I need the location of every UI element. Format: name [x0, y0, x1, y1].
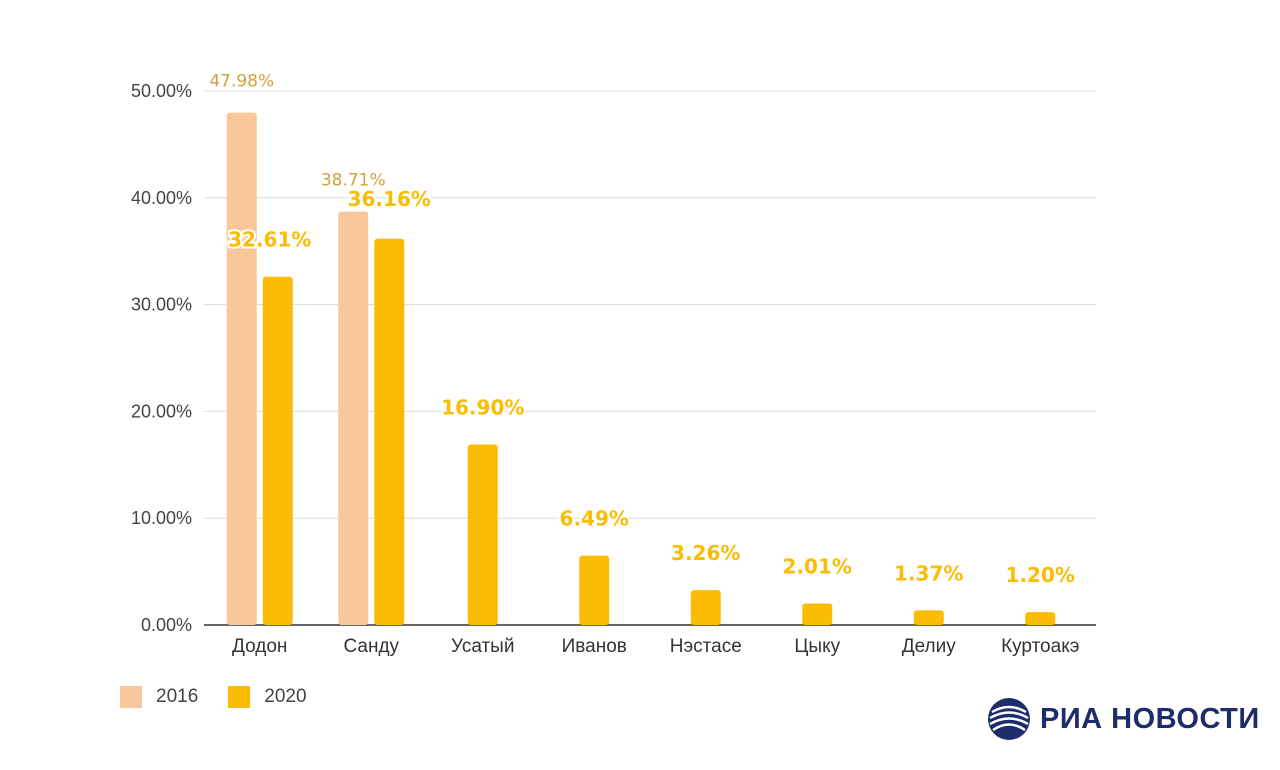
bar-chart: 0.00% 10.00% 20.00% 30.00% 40.00% 50.00% 47.9… — [131, 72, 1096, 657]
data-label-2020: 32.61% — [228, 228, 311, 252]
legend-swatch-2020 — [228, 686, 251, 708]
legend: 2016 2020 — [120, 686, 307, 708]
bar-2020[interactable] — [913, 610, 944, 625]
bar-2020[interactable] — [802, 603, 833, 625]
x-category-label: Делиу — [902, 636, 957, 657]
bar-2020[interactable] — [579, 555, 610, 625]
data-label-2016: 38.71% — [321, 171, 386, 191]
x-category-label: Цыку — [794, 636, 840, 657]
y-tick-label: 20.00% — [131, 401, 192, 421]
bars — [226, 112, 1056, 625]
bar-2020[interactable] — [467, 444, 498, 625]
ria-novosti-logo: РИА НОВОСТИ — [986, 696, 1260, 742]
legend-item-2020[interactable]: 2020 — [228, 686, 307, 708]
data-label-2016: 47.98% — [209, 72, 274, 92]
data-label-2020: 6.49% — [560, 507, 629, 531]
legend-item-2016[interactable]: 2016 — [120, 686, 198, 708]
bar-2016[interactable] — [338, 211, 369, 625]
legend-swatch-2016 — [120, 686, 142, 708]
data-label-2020: 16.90% — [441, 396, 524, 420]
y-tick-label: 30.00% — [131, 295, 192, 315]
x-category-label: Санду — [343, 636, 399, 657]
x-category-label: Иванов — [562, 636, 627, 657]
bar-2020[interactable] — [262, 276, 293, 625]
data-labels: 47.98% 32.61% 38.71%36.16% 16.90% 6.49% 3.26%… — [209, 72, 1077, 590]
globe-icon — [988, 698, 1030, 740]
data-label-2020: 3.26% — [671, 541, 740, 565]
bar-2020[interactable] — [374, 238, 405, 625]
y-tick-label: 50.00% — [131, 81, 192, 101]
logo-text: РИА НОВОСТИ — [1040, 702, 1260, 735]
y-tick-label: 10.00% — [131, 508, 192, 528]
bar-2020[interactable] — [690, 590, 721, 625]
x-axis-categories: Додон Санду Усатый Иванов Нэстасе Цыку Делиу Ку… — [232, 636, 1079, 657]
data-label-2020: 1.20% — [1006, 563, 1075, 587]
data-label-2020: 2.01% — [783, 555, 852, 579]
bar-2016[interactable] — [226, 112, 257, 625]
y-axis-ticks: 0.00% 10.00% 20.00% 30.00% 40.00% 50.00% — [131, 81, 192, 635]
bar-2020[interactable] — [1025, 612, 1056, 625]
x-category-label: Нэстасе — [670, 636, 742, 657]
legend-label-2020: 2020 — [264, 686, 307, 707]
x-category-label: Усатый — [451, 636, 514, 657]
legend-label-2016: 2016 — [156, 686, 199, 707]
y-tick-label: 0.00% — [141, 615, 192, 635]
data-label-2020: 36.16% — [348, 187, 431, 211]
data-label-2020: 1.37% — [894, 561, 963, 585]
x-category-label: Додон — [232, 636, 287, 657]
x-category-label: Куртоакэ — [1001, 636, 1079, 657]
y-tick-label: 40.00% — [131, 188, 192, 208]
